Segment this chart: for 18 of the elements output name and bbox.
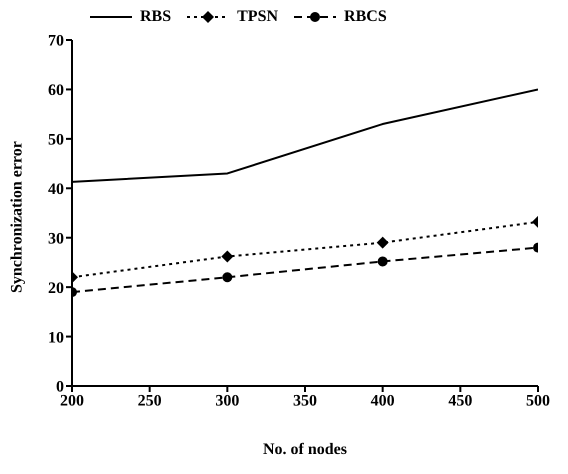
- y-tick-label: 10: [48, 329, 64, 346]
- legend-label: RBCS: [344, 8, 387, 26]
- x-tick-label: 500: [526, 392, 550, 410]
- x-tick-label: 450: [448, 392, 472, 410]
- y-tick-label: 60: [48, 82, 64, 100]
- y-tick-label: 50: [48, 132, 64, 149]
- y-tick-label: 30: [48, 230, 64, 248]
- x-axis-title: No. of nodes: [262, 441, 348, 458]
- x-tick-label: 250: [138, 392, 162, 410]
- y-tick-label: 20: [48, 280, 64, 297]
- y-tick-label: 40: [48, 180, 64, 198]
- y-tick-label: 70: [48, 32, 64, 50]
- x-tick-label: 350: [293, 392, 317, 410]
- legend-label: RBS: [140, 8, 172, 26]
- x-tick-label: 300: [215, 392, 240, 410]
- y-axis-title: Synchronization error: [8, 141, 26, 293]
- x-tick-label: 400: [370, 392, 395, 410]
- legend-label: TPSN: [237, 8, 278, 26]
